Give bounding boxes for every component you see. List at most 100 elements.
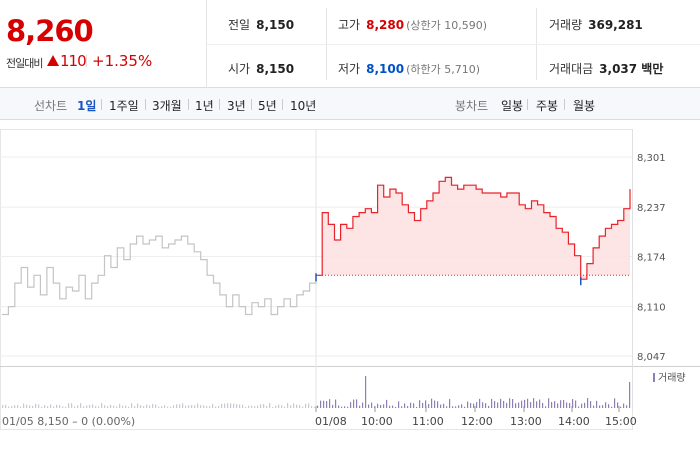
chart-tabs: 선차트 1일 1주일 3개월 1년 3년 5년 10년 봉차트 일봉 주봉 월봉 <box>0 88 700 120</box>
volume-bar <box>62 406 64 408</box>
stat-volume: 거래량 369,281 <box>549 16 643 33</box>
volume-bar <box>365 376 367 408</box>
stat-value: 8,150 <box>256 18 295 32</box>
volume-bar <box>605 402 607 408</box>
volume-bar <box>413 403 415 408</box>
volume-bar <box>455 406 457 408</box>
tab-divider <box>564 99 565 110</box>
stat-limit: (상한가 10,590) <box>406 19 487 32</box>
volume-bar <box>386 399 388 408</box>
stat-low: 저가 8,100 (하한가 5,710) <box>338 60 480 77</box>
volume-bar <box>473 403 475 408</box>
volume-bar <box>404 403 406 408</box>
volume-bar <box>317 405 319 408</box>
volume-bar <box>548 398 550 408</box>
prev-day-footer: 01/05 8,150 – 0 (0.00%) <box>2 415 135 428</box>
volume-bar <box>353 399 355 408</box>
stat-value: 8,100 <box>366 62 405 76</box>
volume-bar <box>452 406 454 408</box>
volume-bar <box>368 404 370 408</box>
volume-bar <box>380 404 382 408</box>
tab-divider <box>282 99 283 110</box>
volume-bar <box>41 406 43 408</box>
volume-bar <box>506 402 508 408</box>
volume-bar <box>278 404 280 408</box>
tab-5year[interactable]: 5년 <box>258 99 277 113</box>
volume-bar <box>344 406 346 408</box>
tab-1week[interactable]: 1주일 <box>109 99 139 113</box>
tab-divider <box>527 99 528 110</box>
volume-bar <box>581 403 583 408</box>
volume-bar <box>611 406 613 408</box>
volume-bar <box>86 405 88 408</box>
volume-bar <box>245 406 247 408</box>
tab-1year[interactable]: 1년 <box>195 99 214 113</box>
volume-bar <box>224 403 226 408</box>
volume-bar <box>164 405 166 408</box>
tab-weekly[interactable]: 주봉 <box>536 99 559 113</box>
volume-bar <box>620 406 622 408</box>
volume-bar <box>410 402 412 408</box>
volume-bar <box>209 406 211 408</box>
tab-daily[interactable]: 일봉 <box>501 99 524 113</box>
tab-3year[interactable]: 3년 <box>227 99 246 113</box>
tab-monthly[interactable]: 월봉 <box>573 99 596 113</box>
volume-bar <box>161 406 163 408</box>
y-tick-label: 8,174 <box>637 253 666 264</box>
volume-bar <box>335 399 337 408</box>
volume-bar <box>167 406 169 408</box>
up-triangle-icon <box>47 55 59 66</box>
volume-bar <box>20 406 22 408</box>
tab-divider <box>145 99 146 110</box>
volume-bar <box>197 403 199 408</box>
volume-bar <box>53 406 55 408</box>
volume-bar <box>251 405 253 408</box>
volume-bar <box>332 404 334 408</box>
volume-bar <box>59 405 61 408</box>
change-percent: +1.35% <box>92 52 153 70</box>
volume-bar <box>68 403 70 408</box>
chart-area <box>316 177 630 280</box>
volume-bar <box>464 406 466 408</box>
volume-bar <box>584 402 586 408</box>
volume-bar <box>575 400 577 408</box>
price-box: 8,260 전일대비 110 +1.35% <box>0 0 207 88</box>
y-tick-label: 8,237 <box>637 203 666 214</box>
volume-bar <box>134 406 136 408</box>
volume-bar <box>509 398 511 408</box>
volume-bar <box>14 405 16 408</box>
volume-bar <box>425 400 427 408</box>
volume-bar <box>560 400 562 408</box>
x-tick-label: 11:00 <box>412 415 444 428</box>
volume-bar <box>239 404 241 408</box>
volume-bar <box>17 404 19 408</box>
volume-bar <box>194 405 196 408</box>
volume-bar <box>281 405 283 408</box>
stat-label: 거래대금 <box>549 62 594 76</box>
volume-bar <box>356 399 358 408</box>
volume-bar <box>302 406 304 408</box>
volume-bar <box>578 406 580 408</box>
volume-bar <box>98 406 100 408</box>
volume-bar <box>485 403 487 408</box>
volume-bar <box>323 400 325 408</box>
volume-bar <box>362 402 364 408</box>
volume-bar <box>449 399 451 408</box>
volume-bar <box>89 404 91 408</box>
tab-1day[interactable]: 1일 <box>77 99 97 113</box>
tab-10year[interactable]: 10년 <box>290 99 317 113</box>
volume-bar <box>431 398 433 408</box>
volume-bar <box>551 402 553 408</box>
chart-grid <box>0 129 700 430</box>
volume-bar <box>566 402 568 408</box>
volume-bar <box>131 403 133 408</box>
volume-bar <box>530 402 532 408</box>
volume-bar <box>248 405 250 408</box>
volume-bar <box>377 403 379 408</box>
volume-bar <box>29 405 31 408</box>
tab-3month[interactable]: 3개월 <box>152 99 182 113</box>
stat-value: 8,150 <box>256 62 295 76</box>
volume-bar <box>56 404 58 408</box>
volume-bar <box>329 399 331 408</box>
volume-bar <box>113 405 115 408</box>
